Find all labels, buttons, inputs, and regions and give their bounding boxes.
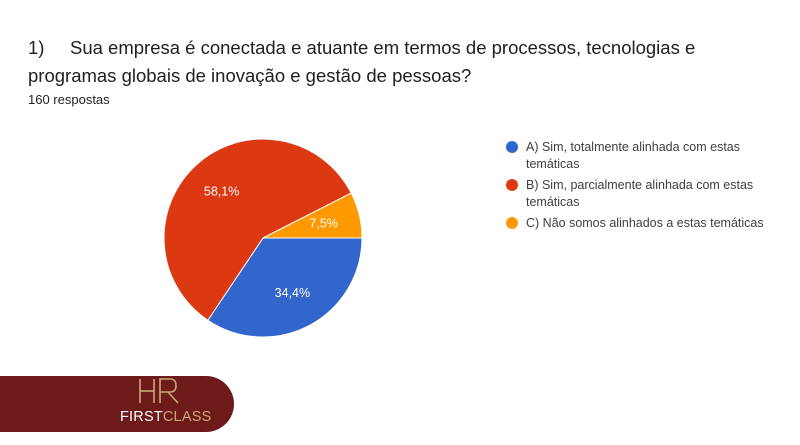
legend-label: C) Não somos alinhados a estas temáticas: [526, 216, 764, 230]
legend-label: B) Sim, parcialmente alinhada com estas …: [526, 178, 754, 209]
legend-swatch: [506, 217, 518, 229]
pie-slice: [163, 138, 352, 321]
brand-class: CLASS: [162, 409, 212, 425]
chart-legend: A) Sim, totalmente alinhada com estas te…: [506, 139, 776, 236]
legend-item: B) Sim, parcialmente alinhada com estas …: [506, 177, 776, 211]
legend-item: A) Sim, totalmente alinhada com estas te…: [506, 139, 776, 173]
question-text: Sua empresa é conectada e atuante em ter…: [28, 37, 696, 86]
legend-label: A) Sim, totalmente alinhada com estas te…: [526, 140, 740, 171]
pie-slice: [262, 192, 363, 239]
hr-logo-icon: [139, 378, 179, 404]
slice-value-label: 34,4%: [275, 286, 310, 300]
slice-value-label: 7,5%: [309, 216, 338, 230]
question-title: 1) Sua empresa é conectada e atuante em t…: [28, 34, 788, 90]
pie-slice: [207, 237, 363, 338]
brand-logo: FIRSTCLASS: [0, 376, 234, 432]
legend-item: C) Não somos alinhados a estas temáticas: [506, 215, 776, 232]
brand-name: FIRSTCLASS: [120, 409, 211, 425]
responses-count: 160 respostas: [28, 92, 110, 107]
legend-swatch: [506, 179, 518, 191]
question-number: 1): [28, 37, 45, 58]
brand-first: FIRST: [120, 409, 163, 425]
legend-swatch: [506, 141, 518, 153]
slice-value-label: 58,1%: [204, 184, 239, 198]
